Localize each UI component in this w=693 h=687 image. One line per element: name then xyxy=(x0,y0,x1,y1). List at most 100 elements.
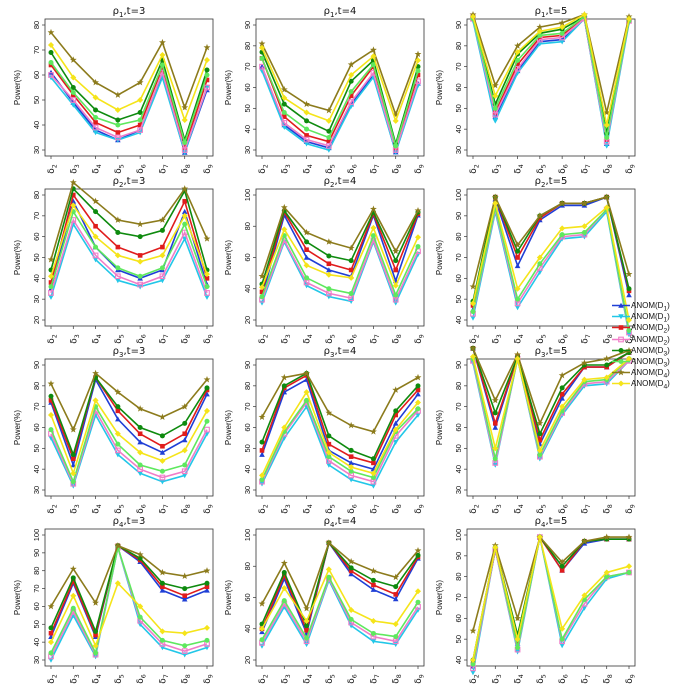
series-line xyxy=(261,372,419,433)
data-point xyxy=(392,420,399,426)
data-point xyxy=(204,57,210,63)
x-tick-label: δ5 xyxy=(325,334,337,344)
y-tick-label: 70 xyxy=(32,402,41,410)
y-tick-label: 60 xyxy=(32,71,41,79)
data-point xyxy=(393,584,399,590)
data-point xyxy=(492,421,498,426)
x-tick-label: δ6 xyxy=(347,504,359,514)
series-line xyxy=(261,239,419,305)
data-point xyxy=(182,140,188,145)
data-point xyxy=(492,544,499,551)
x-tick-label: δ6 xyxy=(347,334,359,344)
data-point xyxy=(392,596,399,602)
data-point xyxy=(415,244,421,250)
data-point xyxy=(370,428,377,435)
data-point xyxy=(70,456,76,462)
series-line xyxy=(261,372,419,460)
series-line xyxy=(50,52,208,143)
data-point xyxy=(137,117,143,123)
data-point xyxy=(626,292,632,298)
y-tick-label: 70 xyxy=(454,593,463,601)
panel-title: ρ2,t=3 xyxy=(113,176,146,189)
data-point xyxy=(581,11,588,18)
data-point xyxy=(558,199,566,207)
data-point xyxy=(70,202,77,209)
data-point xyxy=(181,103,189,111)
data-point xyxy=(348,290,354,296)
series-line xyxy=(261,210,419,293)
legend-item: ANOM(D3) xyxy=(611,356,693,369)
data-point xyxy=(182,643,188,649)
y-tick-label: 90 xyxy=(454,552,463,560)
data-point xyxy=(348,464,355,471)
data-point xyxy=(259,448,265,453)
series-line xyxy=(261,233,419,298)
y-tick-label: 30 xyxy=(454,146,463,154)
data-point xyxy=(559,30,565,36)
y-tick-label: 80 xyxy=(32,382,41,390)
data-point xyxy=(159,479,166,485)
data-point xyxy=(93,120,98,125)
x-tick-label: δ2 xyxy=(258,334,270,344)
data-point xyxy=(204,72,210,78)
data-point xyxy=(326,135,332,140)
data-point xyxy=(159,457,166,464)
series-line xyxy=(261,43,419,117)
data-point xyxy=(115,130,121,135)
data-point xyxy=(70,462,77,468)
panel-title: ρ1,t=5 xyxy=(535,6,568,19)
data-point xyxy=(204,271,210,278)
data-point xyxy=(348,477,354,483)
data-point xyxy=(393,258,399,264)
data-point xyxy=(259,625,265,632)
data-point xyxy=(159,62,165,68)
data-point xyxy=(537,452,543,458)
y-tick-label: 80 xyxy=(32,191,41,199)
data-point xyxy=(160,443,165,449)
data-point xyxy=(137,462,143,468)
series-line xyxy=(50,581,208,648)
data-point xyxy=(70,85,76,90)
data-point xyxy=(603,533,611,540)
data-point xyxy=(115,117,121,123)
x-tick-label: δ5 xyxy=(114,674,126,684)
y-tick-label: 50 xyxy=(454,295,463,303)
data-point xyxy=(69,425,77,433)
y-tick-label: 100 xyxy=(243,189,252,202)
data-point xyxy=(326,147,332,153)
data-point xyxy=(137,281,143,288)
data-point xyxy=(348,568,354,574)
x-tick-label: δ5 xyxy=(325,164,337,174)
data-point xyxy=(204,637,210,643)
data-point xyxy=(469,344,477,352)
y-tick-label: 30 xyxy=(32,656,41,664)
data-point xyxy=(69,56,77,63)
data-point xyxy=(92,197,99,205)
data-point xyxy=(259,289,265,295)
data-point xyxy=(515,255,520,260)
data-point xyxy=(370,233,376,239)
x-tick-label: δ8 xyxy=(181,674,193,684)
y-tick-label: 50 xyxy=(454,104,463,112)
y-tick-label: 40 xyxy=(243,285,252,293)
data-point xyxy=(514,285,521,292)
data-point xyxy=(281,573,287,578)
data-point xyxy=(137,425,143,430)
x-tick-label: δ8 xyxy=(603,504,615,514)
data-point xyxy=(48,393,54,399)
series-line xyxy=(261,400,419,483)
data-point xyxy=(136,220,144,228)
data-point xyxy=(414,207,422,214)
legend-swatch xyxy=(612,302,630,308)
plot-frame xyxy=(44,528,214,667)
series-line xyxy=(472,536,630,669)
data-point xyxy=(115,441,121,447)
data-point xyxy=(537,437,543,443)
x-tick-label: δ8 xyxy=(181,164,193,174)
data-point xyxy=(393,412,399,418)
data-point xyxy=(159,433,165,439)
data-point xyxy=(159,637,165,643)
legend-label: ANOM(D4) xyxy=(631,368,670,380)
data-point xyxy=(48,50,54,55)
panel: ρ4,t=4 Power(%) 20 40 60 80 100 δ2 δ3 δ4 δ5 δ6 δ7 δ8 δ… xyxy=(224,516,426,684)
